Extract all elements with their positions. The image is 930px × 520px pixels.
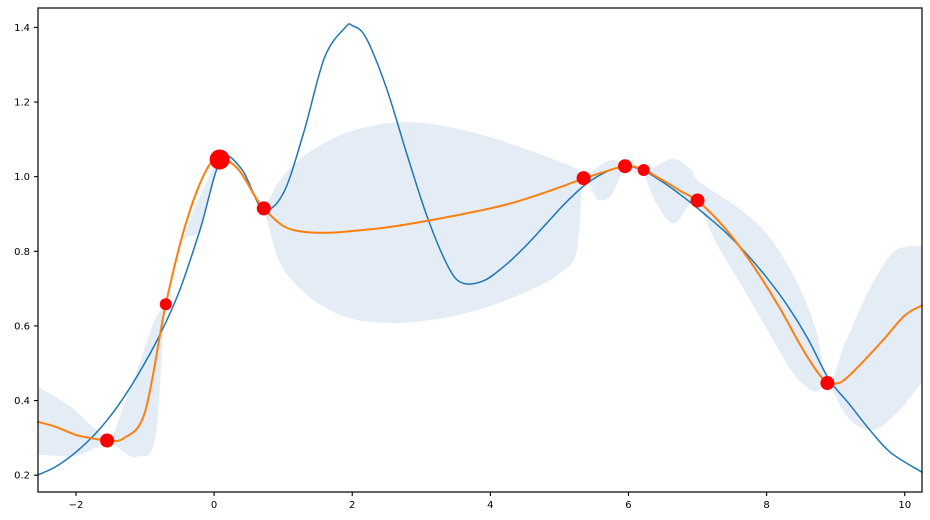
- x-tick-label: 0: [211, 500, 217, 511]
- y-axis-ticks: 0.2 0.4 0.6 0.8 1.0 1.2 1.4: [14, 23, 38, 482]
- observation-point: [159, 298, 172, 311]
- observation-markers-group: [100, 149, 835, 448]
- x-tick-label: 2: [349, 500, 355, 511]
- observation-point: [820, 376, 835, 391]
- axes-spines: [37, 7, 923, 493]
- true-function-line: [37, 23, 923, 476]
- observation-point: [100, 433, 115, 448]
- observation-point: [690, 193, 705, 208]
- observation-point: [256, 201, 271, 216]
- y-tick-label: 0.6: [14, 321, 30, 332]
- observation-point: [576, 171, 591, 186]
- observation-point: [209, 149, 230, 170]
- y-tick-label: 0.2: [14, 471, 30, 482]
- x-tick-label: −2: [69, 500, 84, 511]
- x-tick-label: 8: [763, 500, 769, 511]
- x-tick-label: 6: [625, 500, 631, 511]
- x-tick-label: 10: [898, 500, 911, 511]
- y-tick-label: 1.0: [14, 172, 30, 183]
- observation-point: [637, 163, 650, 176]
- y-tick-label: 0.8: [14, 247, 30, 258]
- y-tick-label: 0.4: [14, 396, 30, 407]
- observation-point: [618, 159, 633, 174]
- x-tick-label: 4: [487, 500, 493, 511]
- y-tick-label: 1.2: [14, 98, 30, 109]
- x-axis-ticks: −2 0 2 4 6 8 10: [69, 492, 911, 511]
- y-tick-label: 1.4: [14, 23, 30, 34]
- axes-frame: [37, 7, 923, 493]
